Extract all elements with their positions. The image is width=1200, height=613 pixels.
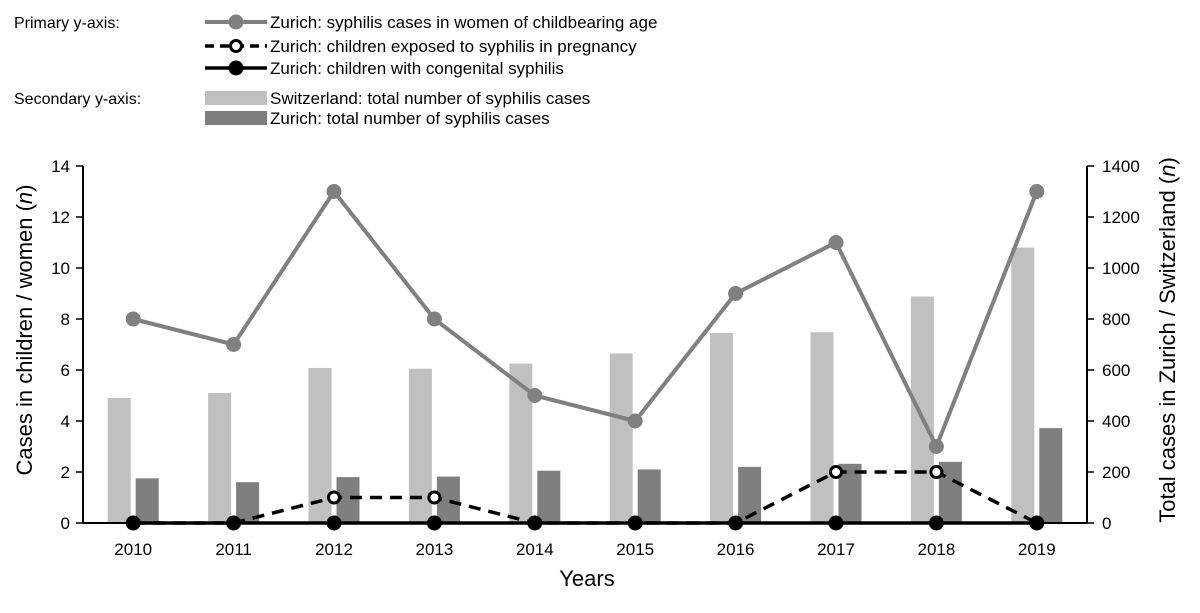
bar-switzerland-2012: [308, 367, 332, 523]
point-exposed-2017: [829, 465, 843, 479]
x-tick-label-2017: 2017: [817, 540, 855, 559]
legend-secondary-header: Secondary y-axis:: [14, 91, 141, 108]
point-women-2017: [828, 235, 844, 250]
x-tick-label-2012: 2012: [315, 540, 353, 559]
y-tick-label-0: 0: [61, 514, 70, 533]
x-tick-label-2018: 2018: [917, 540, 955, 559]
point-exposed-2018: [929, 465, 944, 479]
bar-switzerland-2014: [509, 363, 533, 523]
point-women-2014: [527, 388, 543, 403]
point-women-2015: [627, 413, 643, 429]
bar-switzerland-2011: [208, 392, 232, 523]
bar-zurich-2013: [436, 476, 460, 523]
plot-area: 0 2 4 6 8 10 12 14 0 200 400 600 800 1000 1200 1400 2010…: [51, 157, 1140, 559]
point-women-2010: [125, 311, 141, 327]
legend: Primary y-axis: Secondary y-axis: Zurich…: [14, 13, 657, 128]
point-women-2018: [928, 439, 944, 454]
y2-tick-label-800: 800: [1102, 310, 1130, 329]
point-women-2019: [1029, 184, 1045, 199]
ticks: 0 2 4 6 8 10 12 14 0 200 400 600 800 1000 1200 1400 2010…: [51, 157, 1140, 559]
y2-tick-label-1200: 1200: [1102, 208, 1140, 227]
point-women-2016: [728, 286, 744, 301]
line-women: [132, 189, 1039, 449]
legend-label-exposed: Zurich: children exposed to syphilis in …: [270, 37, 637, 56]
point-exposed-2013: [427, 490, 442, 505]
legend-label-switzerland: Switzerland: total number of syphilis ca…: [270, 89, 590, 108]
bar-zurich-2017: [838, 463, 862, 523]
legend-swatch-switzerland: [205, 91, 267, 105]
legend-marker-women: [228, 14, 244, 30]
bar-zurich-2010: [135, 478, 159, 523]
y2-tick-label-200: 200: [1102, 463, 1130, 482]
y2-tick-label-600: 600: [1102, 361, 1130, 380]
point-women-2012: [326, 184, 342, 199]
bars: [107, 247, 1063, 523]
y-tick-label-2: 2: [61, 463, 70, 482]
bar-switzerland-2019: [1011, 247, 1035, 523]
y-tick-label-6: 6: [61, 361, 70, 380]
bar-switzerland-2010: [107, 398, 131, 523]
x-tick-label-2019: 2019: [1018, 540, 1056, 559]
axes: [82, 166, 1088, 524]
bar-zurich-2012: [336, 477, 360, 523]
y2-tick-label-400: 400: [1102, 412, 1130, 431]
bar-zurich-2015: [637, 469, 661, 523]
bar-switzerland-2018: [910, 296, 934, 523]
lines: [125, 184, 1045, 531]
bar-switzerland-2015: [609, 353, 633, 523]
y2-axis-title: Total cases in Zurich / Switzerland (n): [1155, 157, 1180, 523]
legend-primary-header: Primary y-axis:: [14, 15, 120, 32]
legend-label-congenital: Zurich: children with congenital syphili…: [270, 59, 564, 78]
legend-swatch-zurich: [205, 111, 267, 125]
x-axis-title: Years: [559, 566, 614, 591]
y-tick-label-12: 12: [51, 208, 70, 227]
legend-items: Zurich: syphilis cases in women of child…: [205, 13, 657, 128]
x-tick-label-2010: 2010: [114, 540, 152, 559]
y-tick-label-10: 10: [51, 259, 70, 278]
x-tick-label-2014: 2014: [516, 540, 554, 559]
point-exposed-2012: [327, 490, 341, 505]
legend-label-zurich: Zurich: total number of syphilis cases: [270, 109, 550, 128]
x-tick-label-2011: 2011: [215, 540, 252, 559]
bar-switzerland-2013: [408, 368, 432, 523]
x-tick-label-2016: 2016: [717, 540, 755, 559]
point-women-2011: [226, 337, 242, 352]
y2-tick-label-1400: 1400: [1102, 157, 1140, 176]
bar-switzerland-2017: [810, 332, 834, 523]
bar-switzerland-2016: [710, 333, 734, 523]
y2-tick-label-1000: 1000: [1102, 259, 1140, 278]
bar-zurich-2019: [1039, 428, 1063, 523]
y-tick-label-4: 4: [61, 412, 70, 431]
legend-marker-exposed: [229, 39, 243, 53]
legend-marker-congenital: [228, 60, 244, 76]
point-women-2013: [426, 311, 442, 327]
x-tick-label-2015: 2015: [616, 540, 654, 559]
bar-zurich-2011: [236, 482, 260, 523]
bar-zurich-2014: [537, 470, 561, 523]
bar-zurich-2016: [738, 466, 762, 523]
y-axis-title: Cases in children / women (n): [12, 184, 37, 475]
y-tick-label-14: 14: [51, 157, 70, 176]
legend-label-women: Zurich: syphilis cases in women of child…: [270, 13, 657, 32]
y-tick-label-8: 8: [61, 310, 70, 329]
x-tick-label-2013: 2013: [415, 540, 453, 559]
line-exposed: [133, 470, 1038, 525]
y2-tick-label-0: 0: [1102, 514, 1111, 533]
